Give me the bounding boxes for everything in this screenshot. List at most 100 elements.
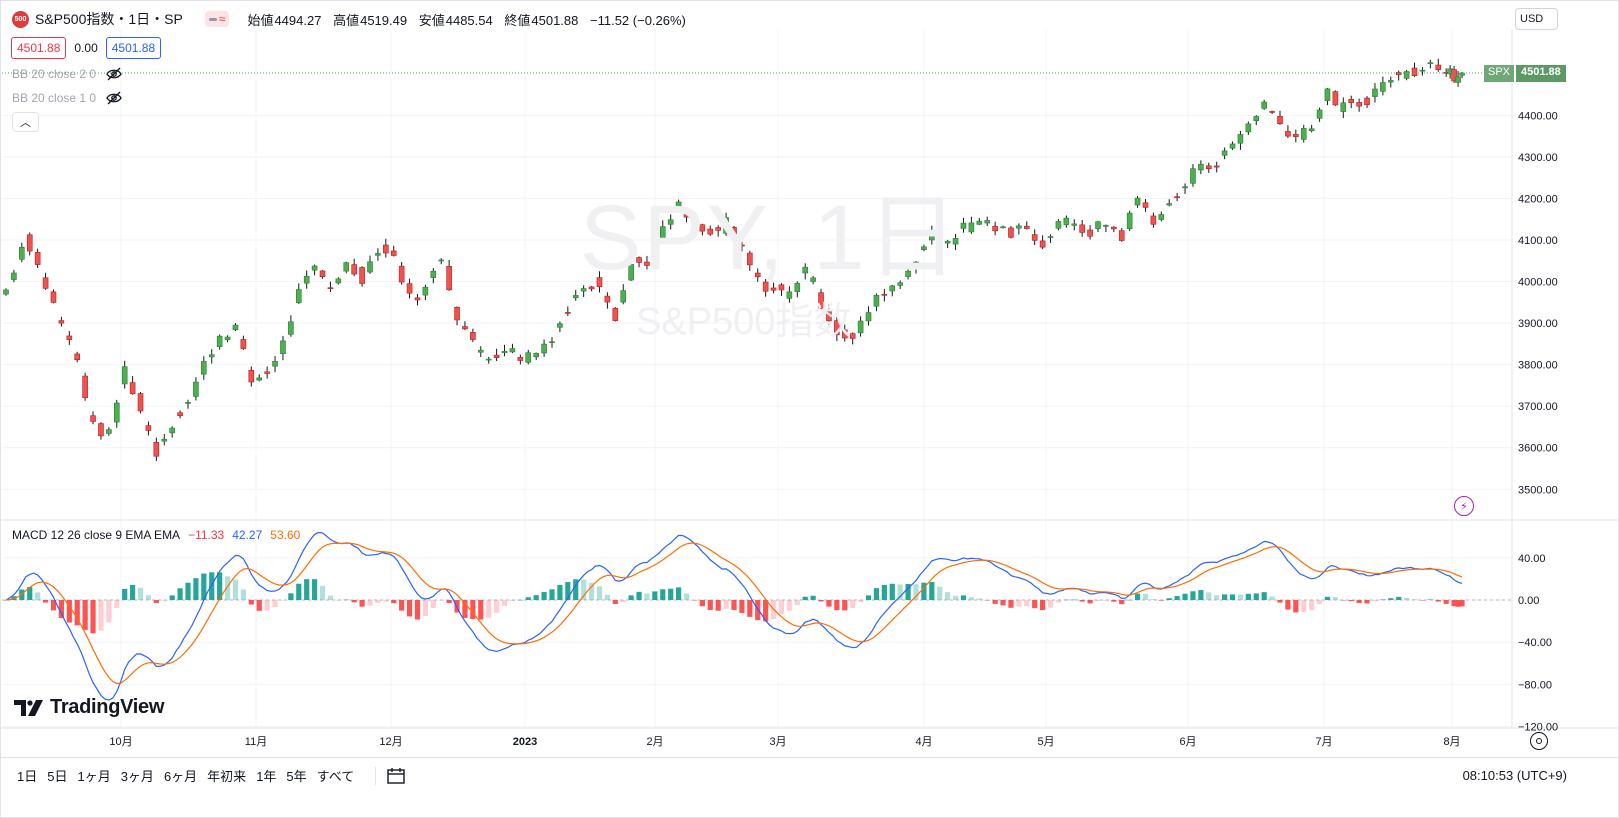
- indicator-label: BB 20 close 2 0: [12, 67, 97, 81]
- time-tick-label: 4月: [915, 736, 932, 748]
- range-1d-button[interactable]: 1日: [17, 769, 38, 784]
- macd-hist-bar: [391, 600, 397, 604]
- symbol-badge-icon: 500: [12, 10, 29, 28]
- macd-hist-bar: [612, 600, 618, 605]
- candle-body: [177, 412, 183, 416]
- candle-body: [873, 295, 880, 307]
- currency-select[interactable]: USD: [1515, 8, 1558, 30]
- buy-button[interactable]: 4501.88: [105, 37, 162, 59]
- range-1m-button[interactable]: 1ヶ月: [77, 769, 111, 784]
- macd-hist-bar: [1340, 600, 1346, 601]
- time-tick-label: 5月: [1037, 736, 1054, 748]
- macd-legend[interactable]: MACD 12 26 close 9 EMA EMA −11.33 42.27 …: [12, 528, 300, 542]
- range-ytd-button[interactable]: 年初来: [207, 769, 247, 784]
- chart-type-pill[interactable]: ≈: [204, 11, 230, 27]
- symbol-title[interactable]: S&P500指数・1日・SP: [35, 11, 183, 27]
- macd-hist-bar: [1455, 600, 1461, 607]
- macd-hist-bar: [509, 600, 516, 601]
- macd-hist-bar: [794, 600, 800, 606]
- macd-hist-bar: [98, 600, 104, 631]
- macd-hist-bar: [1214, 595, 1220, 600]
- range-3m-button[interactable]: 3ヶ月: [120, 769, 154, 784]
- candle-body: [1324, 88, 1331, 101]
- candle-body: [881, 293, 888, 296]
- macd-hist-bar: [161, 600, 167, 601]
- candle-body: [113, 402, 120, 423]
- macd-hist-bar: [185, 582, 191, 600]
- date-range-icon[interactable]: [375, 766, 405, 785]
- macd-hist-bar: [288, 593, 294, 600]
- eye-hidden-icon[interactable]: [106, 91, 122, 105]
- macd-hist-bar: [1459, 600, 1465, 607]
- candle-body: [921, 246, 927, 250]
- macd-hist-bar: [1301, 600, 1307, 612]
- candle-body: [169, 427, 175, 434]
- chevron-up-icon: ︿: [20, 117, 31, 129]
- price-tick-label: 3600.00: [1518, 443, 1558, 455]
- axes: 4400.00 4300.00 4200.00 4100.00 4000.00 3900.…: [0, 30, 1619, 748]
- tradingview-wordmark: TradingView: [50, 696, 165, 718]
- candle-body: [1372, 88, 1378, 97]
- candle-body: [26, 234, 33, 252]
- macd-hist-bar: [1055, 600, 1062, 603]
- eye-hidden-icon[interactable]: [106, 67, 122, 81]
- candle-body: [264, 371, 270, 374]
- tradingview-logo[interactable]: TradingView: [14, 696, 164, 719]
- macd-hist-bar: [739, 600, 745, 613]
- lightning-icon[interactable]: ⚡: [1454, 496, 1474, 516]
- candle-body: [1158, 214, 1165, 220]
- candle-body: [596, 277, 603, 288]
- macd-hist-bar: [486, 600, 492, 618]
- macd-signal-line: [5, 542, 1463, 685]
- candle-body: [256, 377, 263, 381]
- candle-body: [288, 321, 294, 335]
- chart-settings-button[interactable]: [1530, 732, 1548, 750]
- macd-hist-bar: [1222, 594, 1228, 600]
- range-1y-button[interactable]: 1年: [256, 769, 277, 784]
- candle-body: [1300, 128, 1307, 140]
- macd-hist-bar: [786, 600, 792, 611]
- indicator-bb-2[interactable]: BB 20 close 2 0: [12, 67, 122, 81]
- candle-body: [208, 354, 215, 358]
- candle-body: [438, 259, 445, 262]
- macd-hist-bar: [209, 572, 215, 600]
- macd-hist-bar: [1419, 600, 1426, 601]
- price-tick-label: 4400.00: [1518, 110, 1558, 122]
- candle-body: [34, 252, 41, 265]
- macd-hist-bar: [106, 600, 112, 623]
- macd-hist-bar: [707, 600, 713, 610]
- sell-button[interactable]: 4501.88: [11, 37, 67, 59]
- macd-hist-bar: [1396, 596, 1402, 600]
- candle-body: [810, 277, 816, 282]
- range-all-button[interactable]: すべて: [316, 769, 355, 784]
- macd-hist-bar: [399, 600, 405, 611]
- candle-body: [604, 295, 611, 303]
- macd-hist-bar: [826, 600, 832, 607]
- candle-body: [1000, 226, 1006, 229]
- candle-body: [216, 335, 223, 347]
- macd-hist-bar: [319, 585, 326, 600]
- low-label: 安値: [418, 12, 445, 28]
- range-5d-button[interactable]: 5日: [47, 769, 68, 784]
- candle-body: [311, 265, 318, 271]
- macd-hist-bar: [968, 597, 974, 600]
- macd-hist-bar: [232, 579, 239, 600]
- range-5y-button[interactable]: 5年: [286, 769, 307, 784]
- range-6m-button[interactable]: 6ヶ月: [163, 769, 198, 784]
- candle-body: [1182, 186, 1188, 189]
- indicator-bb-1[interactable]: BB 20 close 1 0: [12, 91, 122, 105]
- clock-timezone[interactable]: 08:10:53 (UTC+9): [1462, 768, 1567, 783]
- price-tick-label: 3800.00: [1518, 360, 1558, 372]
- macd-hist-bar: [850, 600, 856, 608]
- macd-hist-bar: [177, 588, 183, 600]
- macd-hist-bar: [201, 573, 207, 600]
- macd-hist-bar: [1451, 600, 1457, 607]
- collapse-legend-button[interactable]: ︿: [12, 112, 39, 132]
- candle-body: [525, 352, 532, 363]
- candle-body: [778, 284, 785, 291]
- macd-hist-bar: [960, 595, 967, 600]
- macd-hist-bar: [1008, 600, 1014, 608]
- time-tick-label: 10月: [109, 736, 132, 748]
- macd-hist-bar: [1024, 600, 1030, 607]
